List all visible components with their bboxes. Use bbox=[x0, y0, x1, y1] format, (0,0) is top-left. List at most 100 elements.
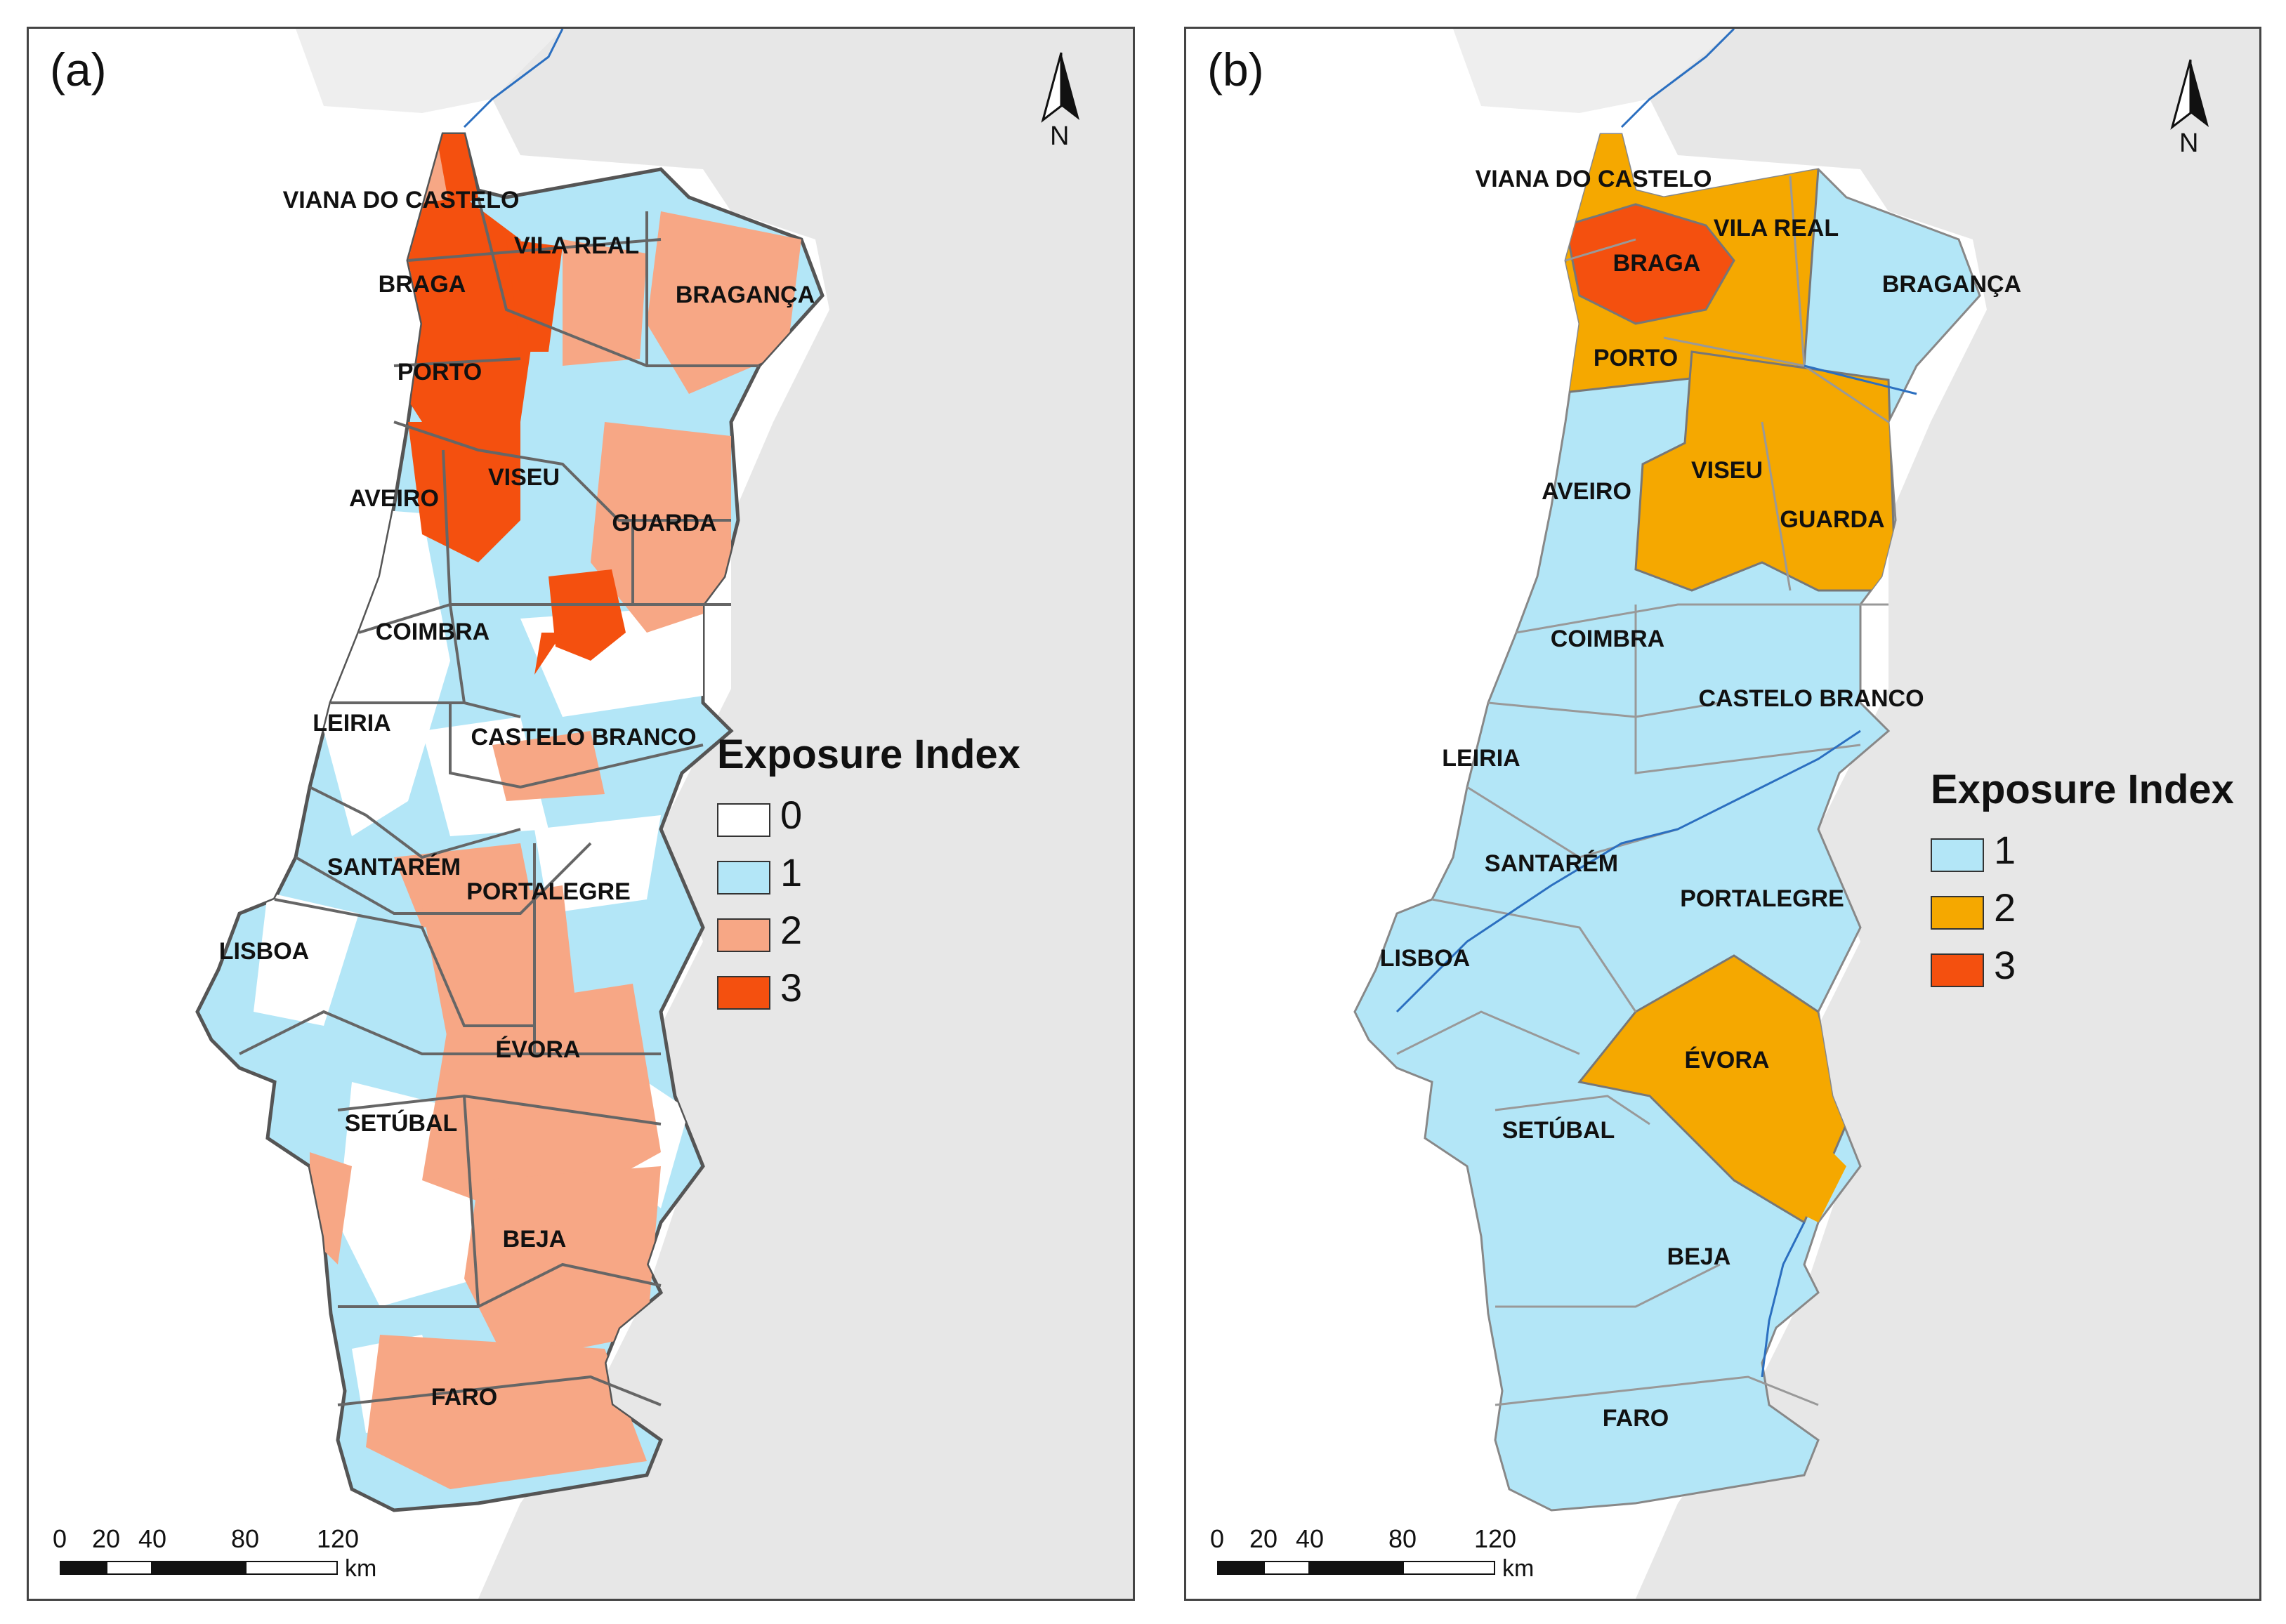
district-label: SANTARÉM bbox=[327, 854, 461, 880]
north-label: N bbox=[2179, 128, 2199, 158]
scale-segment bbox=[1310, 1561, 1403, 1575]
district-label: ÉVORA bbox=[1685, 1047, 1770, 1074]
district-label: COIMBRA bbox=[376, 619, 490, 645]
district-label: SETÚBAL bbox=[1502, 1117, 1615, 1144]
legend-item: 0 bbox=[717, 792, 1020, 850]
district-label: VIANA DO CASTELO bbox=[1476, 166, 1712, 192]
district-label: VIANA DO CASTELO bbox=[283, 187, 520, 213]
legend-value: 2 bbox=[1994, 885, 2016, 930]
district-label: PORTO bbox=[1594, 345, 1678, 371]
scale-tick: 0 bbox=[1209, 1524, 1225, 1553]
scale-tick: 40 bbox=[1295, 1524, 1325, 1553]
district-labels-b: VIANA DO CASTELO BRAGA VILA REAL BRAGANÇ… bbox=[1380, 166, 2021, 1432]
district-label: LEIRIA bbox=[1442, 745, 1520, 772]
scale-segment bbox=[106, 1561, 152, 1575]
legend-items: 1 2 3 bbox=[1931, 827, 2234, 1000]
district-label: PORTO bbox=[398, 359, 482, 385]
district-label: VILA REAL bbox=[514, 232, 639, 259]
legend-item: 2 bbox=[717, 907, 1020, 965]
district-label: AVEIRO bbox=[349, 485, 439, 512]
scale-tick: 120 bbox=[1473, 1524, 1517, 1553]
north-arrow: N bbox=[2169, 57, 2212, 158]
district-label: GUARDA bbox=[612, 510, 716, 536]
scale-tick: 80 bbox=[230, 1524, 260, 1553]
legend-swatch bbox=[1931, 838, 1984, 872]
district-label: SETÚBAL bbox=[345, 1110, 458, 1137]
legend: Exposure Index 0 1 2 3 bbox=[717, 731, 1020, 1022]
district-label: BRAGANÇA bbox=[676, 282, 815, 308]
scale-segment bbox=[1403, 1561, 1495, 1575]
district-label: VISEU bbox=[488, 464, 560, 491]
legend-item: 2 bbox=[1931, 885, 2234, 942]
legend-title: Exposure Index bbox=[717, 732, 1020, 777]
legend: Exposure Index 1 2 3 bbox=[1931, 766, 2234, 1000]
legend-title: Exposure Index bbox=[1931, 767, 2234, 812]
neighbor-land bbox=[478, 29, 1133, 1599]
legend-value: 1 bbox=[1994, 828, 2016, 872]
exposure-patches bbox=[254, 134, 801, 1489]
district-boundaries bbox=[239, 197, 759, 1406]
river bbox=[1395, 730, 1861, 1013]
district-label: BRAGA bbox=[379, 271, 466, 298]
river bbox=[463, 29, 564, 128]
district-label: FARO bbox=[1603, 1405, 1669, 1432]
north-arrow: N bbox=[1040, 50, 1082, 151]
legend-items: 0 1 2 3 bbox=[717, 792, 1020, 1022]
district-label: VISEU bbox=[1691, 457, 1763, 484]
neighbor-land-north bbox=[296, 29, 563, 113]
legend-value: 1 bbox=[780, 850, 803, 894]
river bbox=[1620, 29, 1735, 128]
district-label: GUARDA bbox=[1780, 506, 1884, 533]
district-label: BRAGANÇA bbox=[1882, 271, 2021, 298]
district-label: PORTALEGRE bbox=[1680, 885, 1844, 912]
legend-item: 3 bbox=[1931, 942, 2234, 1000]
north-label: N bbox=[1050, 121, 1070, 151]
district-label: COIMBRA bbox=[1551, 626, 1664, 652]
river bbox=[1761, 1222, 1806, 1378]
neighbor-land bbox=[1636, 29, 2259, 1599]
district-label: VILA REAL bbox=[1714, 215, 1839, 242]
district-label: BEJA bbox=[1667, 1243, 1731, 1270]
legend-value: 3 bbox=[1994, 943, 2016, 987]
district-labels-a: VIANA DO CASTELO BRAGA VILA REAL BRAGANÇ… bbox=[219, 187, 815, 1411]
legend-swatch bbox=[717, 861, 770, 894]
district-label: SANTARÉM bbox=[1485, 850, 1618, 877]
district-label: LEIRIA bbox=[313, 710, 390, 737]
scale-tick: 0 bbox=[52, 1524, 67, 1553]
scale-unit: km bbox=[1502, 1555, 1535, 1582]
scale-segment bbox=[1263, 1561, 1310, 1575]
legend-value: 0 bbox=[780, 793, 803, 837]
map-panel-b: VIANA DO CASTELO BRAGA VILA REAL BRAGANÇ… bbox=[1184, 27, 2261, 1601]
map-panel-a: VIANA DO CASTELO BRAGA VILA REAL BRAGANÇ… bbox=[27, 27, 1135, 1601]
legend-swatch bbox=[1931, 953, 1984, 987]
district-label: CASTELO BRANCO bbox=[1698, 685, 1924, 712]
scale-segment bbox=[245, 1561, 338, 1575]
legend-item: 1 bbox=[1931, 827, 2234, 885]
district-label: CASTELO BRANCO bbox=[471, 724, 696, 751]
legend-swatch bbox=[717, 976, 770, 1010]
scale-segment bbox=[152, 1561, 245, 1575]
district-label: LISBOA bbox=[1380, 945, 1470, 972]
panel-label: (b) bbox=[1207, 44, 1264, 95]
north-arrow-icon bbox=[2170, 59, 2209, 130]
scale-tick: 80 bbox=[1388, 1524, 1417, 1553]
legend-swatch bbox=[1931, 896, 1984, 930]
scale-tick: 40 bbox=[138, 1524, 167, 1553]
scale-segment bbox=[1217, 1561, 1263, 1575]
scale-segment bbox=[60, 1561, 106, 1575]
district-label: ÉVORA bbox=[496, 1036, 581, 1063]
legend-value: 3 bbox=[780, 965, 803, 1010]
neighbor-land-north bbox=[1453, 29, 1734, 113]
district-label: BRAGA bbox=[1613, 250, 1701, 277]
choropleth-map-b: VIANA DO CASTELO BRAGA VILA REAL BRAGANÇ… bbox=[1353, 29, 2259, 1599]
north-arrow-icon bbox=[1041, 52, 1079, 123]
river bbox=[1804, 364, 1917, 395]
scale-tick: 120 bbox=[316, 1524, 360, 1553]
scale-bar: 0 20 40 80 120 km bbox=[53, 1524, 422, 1587]
panel-label: (a) bbox=[50, 44, 107, 95]
scale-tick: 20 bbox=[1249, 1524, 1278, 1553]
scale-bar: 0 20 40 80 120 km bbox=[1210, 1524, 1579, 1587]
legend-item: 3 bbox=[717, 965, 1020, 1022]
district-label: BEJA bbox=[503, 1226, 567, 1253]
district-label: AVEIRO bbox=[1542, 478, 1631, 505]
